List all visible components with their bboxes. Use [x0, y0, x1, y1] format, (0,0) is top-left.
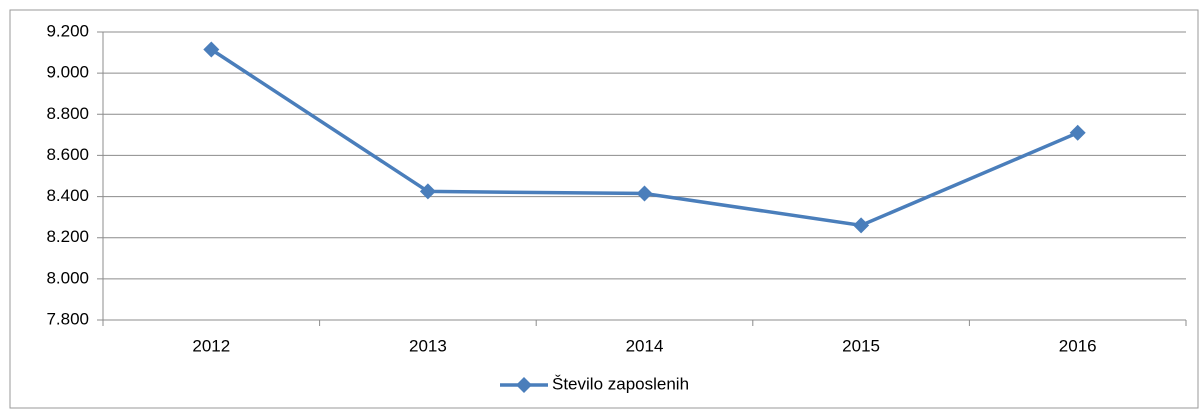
y-tick-label: 7.800: [46, 309, 89, 328]
y-tick-label: 8.400: [46, 186, 89, 205]
marker: [1069, 124, 1086, 141]
marker: [203, 41, 220, 58]
x-tick-label: 2014: [626, 336, 664, 355]
x-tick-label: 2016: [1059, 336, 1097, 355]
x-tick-label: 2012: [192, 336, 230, 355]
legend-label: Število zaposlenih: [552, 374, 689, 393]
y-tick-label: 8.200: [46, 227, 89, 246]
marker: [636, 185, 653, 202]
x-tick-label: 2013: [409, 336, 447, 355]
chart-frame: [9, 9, 1199, 409]
y-tick-label: 9.000: [46, 63, 89, 82]
y-tick-label: 9.200: [46, 21, 89, 40]
y-tick-label: 8.800: [46, 104, 89, 123]
x-tick-label: 2015: [842, 336, 880, 355]
legend-marker: [516, 377, 532, 393]
y-tick-label: 8.600: [46, 145, 89, 164]
marker: [419, 183, 436, 200]
y-tick-label: 8.000: [46, 268, 89, 287]
marker: [853, 217, 870, 234]
